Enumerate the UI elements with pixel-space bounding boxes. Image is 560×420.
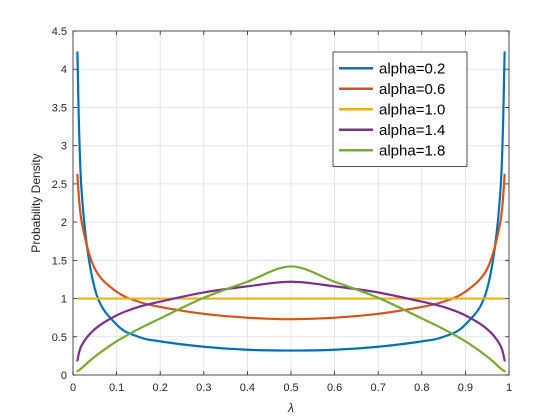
x-tick-label: 0.6 [327, 382, 342, 394]
y-tick-label: 2 [61, 217, 67, 229]
x-tick-label: 0 [70, 382, 76, 394]
y-tick-label: 1.5 [52, 255, 67, 267]
x-tick-label: 0.8 [414, 382, 429, 394]
x-tick-label: 0.5 [283, 382, 298, 394]
legend-label: alpha=1.4 [379, 122, 445, 139]
y-tick-label: 4.5 [52, 26, 67, 38]
x-axis-label: λ [287, 401, 294, 415]
y-tick-label: 3.5 [52, 102, 67, 114]
y-tick-label: 3 [61, 141, 67, 153]
y-tick-label: 4 [61, 64, 67, 76]
y-tick-label: 0.5 [52, 332, 67, 344]
y-tick-label: 1 [61, 294, 67, 306]
y-tick-label: 2.5 [52, 179, 67, 191]
x-tick-label: 0.2 [153, 382, 168, 394]
series-lines [76, 51, 506, 373]
ticks: 0 0.1 0.2 0.3 0.4 0.5 0.6 0.7 0.8 0.9 1 0 0.5 1 1.5 2 2.… [52, 26, 512, 394]
x-tick-label: 0.3 [196, 382, 211, 394]
x-tick-label: 0.9 [458, 382, 473, 394]
legend-label: alpha=0.2 [379, 60, 445, 77]
x-tick-label: 0.1 [109, 382, 124, 394]
legend-label: alpha=1.8 [379, 142, 445, 159]
legend: alpha=0.2 alpha=0.6 alpha=1.0 alpha=1.4 alph… [332, 51, 468, 167]
x-tick-label: 0.4 [240, 382, 255, 394]
series-line-alpha-1-8 [76, 265, 506, 373]
y-axis-label: Probability Density [29, 153, 43, 252]
x-tick-label: 1 [506, 382, 512, 394]
series-line-alpha-0-2 [76, 51, 506, 352]
legend-label: alpha=1.0 [379, 101, 445, 118]
series-line-alpha-0-6 [76, 173, 506, 321]
y-tick-label: 0 [61, 370, 67, 382]
series-line-alpha-1-4 [76, 280, 506, 362]
x-tick-label: 0.7 [371, 382, 386, 394]
legend-label: alpha=0.6 [379, 81, 445, 98]
